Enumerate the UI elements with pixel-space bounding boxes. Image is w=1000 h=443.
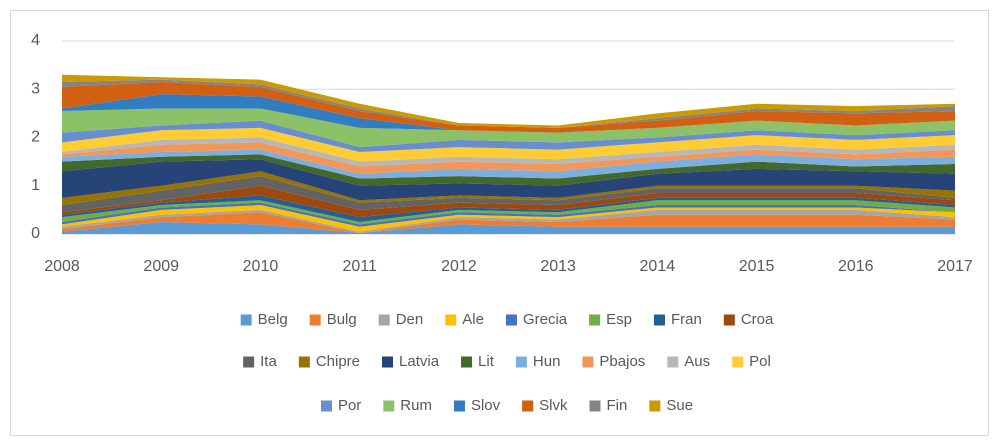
- x-tick-label: 2012: [441, 258, 477, 275]
- area: [62, 185, 955, 218]
- legend-label: Fran: [671, 311, 702, 328]
- legend-swatch: [505, 314, 517, 326]
- y-tick-label: 1: [31, 177, 40, 194]
- area: [62, 79, 955, 128]
- legend-label: Pol: [749, 353, 771, 370]
- area: [62, 137, 955, 167]
- area: [62, 82, 955, 133]
- legend-label: Ita: [260, 353, 277, 370]
- legend-label: Croa: [741, 311, 774, 328]
- legend-swatch: [732, 356, 744, 368]
- x-tick-label: 2014: [640, 258, 676, 275]
- area: [62, 176, 955, 213]
- legend-label: Rum: [400, 397, 432, 414]
- y-tick-label: 3: [31, 80, 40, 97]
- area: [62, 195, 955, 222]
- area: [62, 171, 955, 206]
- x-tick-label: 2008: [44, 258, 80, 275]
- legend-swatch: [445, 314, 457, 326]
- area: [62, 212, 955, 234]
- legend-swatch: [298, 356, 310, 368]
- y-tick-label: 2: [31, 129, 40, 146]
- area: [62, 149, 955, 179]
- legend-swatch: [309, 314, 321, 326]
- x-tick-label: 2017: [937, 258, 973, 275]
- legend-label: Slvk: [539, 397, 568, 414]
- legend-label: Chipre: [316, 353, 360, 370]
- legend-swatch: [378, 314, 390, 326]
- legend-swatch: [649, 400, 661, 412]
- legend-label: Fin: [607, 397, 628, 414]
- legend-swatch: [515, 356, 527, 368]
- legend-label: Esp: [606, 311, 632, 328]
- legend-swatch: [382, 356, 394, 368]
- area: [62, 74, 955, 128]
- legend-swatch: [582, 356, 594, 368]
- legend-swatch: [653, 314, 665, 326]
- area: [62, 205, 955, 232]
- area: [62, 209, 955, 234]
- legend-swatch: [240, 314, 252, 326]
- area: [62, 142, 955, 174]
- area: [62, 159, 955, 201]
- legend-label: Grecia: [523, 311, 568, 328]
- legend-label: Den: [396, 311, 424, 328]
- area: [62, 94, 955, 133]
- y-tick-label: 0: [31, 225, 40, 242]
- legend-label: Por: [338, 397, 361, 414]
- area: [62, 108, 955, 148]
- legend-swatch: [723, 314, 735, 326]
- legend-label: Bulg: [327, 311, 357, 328]
- legend-label: Pbajos: [599, 353, 645, 370]
- area: [62, 154, 955, 186]
- legend-label: Slov: [471, 397, 501, 414]
- legend-swatch: [667, 356, 679, 368]
- legend-swatch: [589, 314, 601, 326]
- legend-swatch: [453, 400, 465, 412]
- y-tick-label: 4: [31, 32, 40, 49]
- legend-swatch: [461, 356, 473, 368]
- legend-swatch: [589, 400, 601, 412]
- legend-swatch: [320, 400, 332, 412]
- x-tick-label: 2011: [342, 258, 377, 275]
- area: [62, 120, 955, 152]
- legend-label: Lit: [478, 353, 495, 370]
- area: [62, 200, 955, 225]
- legend-label: Aus: [684, 353, 710, 370]
- legend-swatch: [383, 400, 395, 412]
- area: [62, 221, 955, 234]
- x-tick-label: 2009: [143, 258, 179, 275]
- x-tick-label: 2016: [838, 258, 874, 275]
- area: [62, 127, 955, 162]
- area: [62, 202, 955, 227]
- x-tick-label: 2010: [243, 258, 279, 275]
- legend-label: Hun: [533, 353, 561, 370]
- x-tick-label: 2015: [739, 258, 775, 275]
- legend-swatch: [243, 356, 255, 368]
- legend-label: Sue: [666, 397, 693, 414]
- legend-label: Latvia: [399, 353, 440, 370]
- legend-swatch: [522, 400, 534, 412]
- x-tick-label: 2013: [540, 258, 576, 275]
- legend-label: Belg: [258, 311, 288, 328]
- legend-label: Ale: [462, 311, 484, 328]
